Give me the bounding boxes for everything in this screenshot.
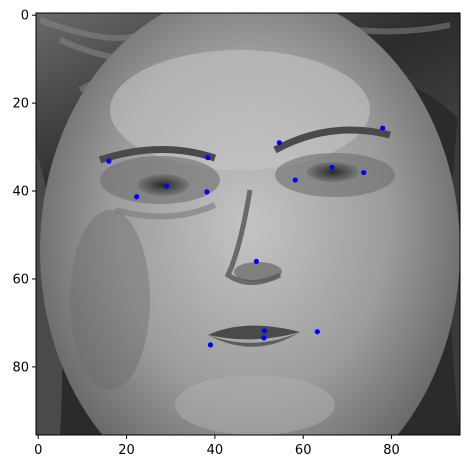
keypoint-11	[253, 258, 259, 264]
keypoint-4	[205, 155, 211, 161]
axis-ticks: 0 20 40 60 80 0 20 40 60 80	[12, 9, 399, 458]
y-tick-label: 80	[12, 360, 29, 375]
keypoint-2	[134, 194, 140, 200]
keypoint-13	[261, 335, 267, 341]
keypoint-14	[314, 329, 320, 335]
x-tick-label: 40	[207, 443, 224, 458]
x-tick-label: 20	[118, 443, 135, 458]
keypoint-1	[106, 158, 112, 164]
keypoint-15	[207, 342, 214, 348]
y-tick-label: 0	[21, 9, 29, 24]
x-tick-label: 60	[295, 443, 312, 458]
plot-frame	[35, 12, 461, 436]
keypoint-12	[261, 328, 267, 334]
y-tick-label: 60	[12, 272, 29, 287]
keypoint-6	[276, 140, 282, 146]
keypoint-9	[361, 169, 367, 176]
keypoint-5	[204, 189, 210, 195]
keypoint-8	[329, 164, 335, 170]
y-tick-label: 20	[12, 97, 29, 112]
y-tick-label: 40	[12, 185, 29, 200]
keypoint-7	[292, 177, 298, 183]
keypoints	[106, 125, 386, 348]
keypoint-3	[164, 183, 170, 189]
x-tick-label: 80	[383, 443, 400, 458]
keypoint-10	[380, 125, 386, 131]
x-tick-label: 0	[34, 443, 42, 458]
face-image	[36, 13, 460, 435]
